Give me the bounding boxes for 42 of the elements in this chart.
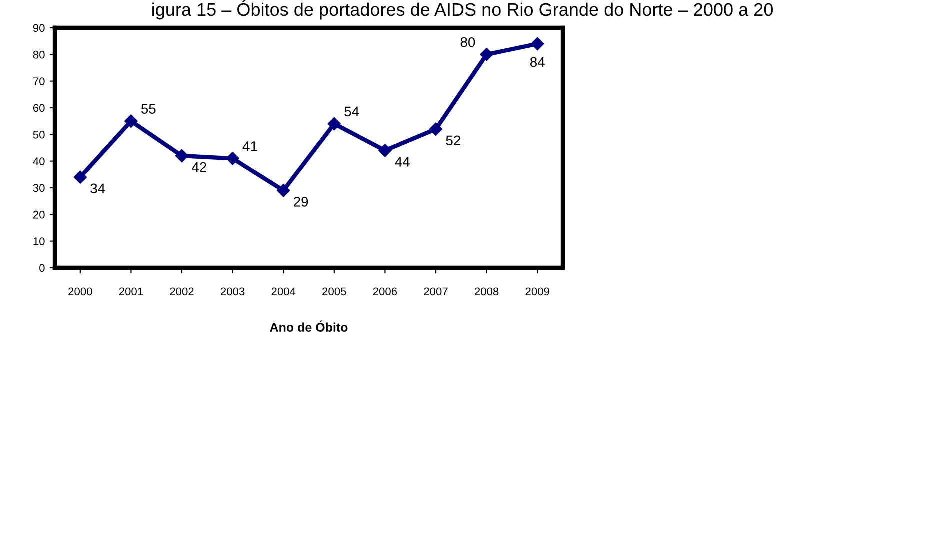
point [429, 122, 443, 136]
y-tick-label: 70 [33, 78, 45, 86]
point [277, 184, 290, 198]
x-tick-label: 2009 [526, 288, 550, 296]
x-tick-label: 2004 [272, 288, 296, 296]
x-axis-title: Ano de Óbito [270, 320, 348, 332]
x-tick-label: 2005 [322, 288, 346, 296]
y-tick-label: 10 [34, 238, 45, 246]
point [480, 48, 494, 62]
data-label: 52 [446, 136, 460, 146]
y-tick-label: 50 [33, 130, 45, 139]
data-label: 29 [294, 197, 308, 207]
x-tick-label: 2000 [68, 288, 92, 296]
x-tick-label: 2008 [475, 288, 499, 296]
data-label: 41 [242, 142, 258, 152]
x-tick-label: 2003 [221, 288, 245, 296]
data-label: 34 [90, 184, 106, 194]
point [378, 144, 392, 158]
y-tick-label: 20 [33, 210, 45, 219]
y-tick-label: 90 [33, 24, 45, 32]
data-label: 80 [460, 37, 476, 48]
point [74, 170, 87, 184]
y-tick-label: 30 [33, 184, 45, 192]
point [328, 117, 341, 131]
point [175, 149, 189, 163]
data-label: 54 [344, 106, 360, 117]
point [226, 152, 240, 166]
y-tick-label: 80 [33, 50, 45, 59]
data-label: 44 [395, 157, 410, 167]
y-tick-label: 40 [33, 158, 45, 166]
data-label: 84 [530, 57, 545, 68]
x-tick-label: 2007 [424, 288, 448, 296]
y-tick-label: 60 [33, 104, 45, 112]
chart-title: igura 15 – Óbitos de portadores de AIDS no Rio Grande do Norte – 2000 a 20 [152, 0, 773, 20]
y-tick-label: 0 [40, 264, 45, 272]
data-label: 42 [192, 162, 206, 172]
point [124, 114, 138, 128]
x-tick-label: 2001 [119, 288, 144, 296]
x-tick-label: 2006 [373, 288, 398, 296]
x-tick-label: 2002 [170, 288, 194, 296]
data-label: 55 [141, 104, 156, 114]
point [531, 37, 544, 51]
